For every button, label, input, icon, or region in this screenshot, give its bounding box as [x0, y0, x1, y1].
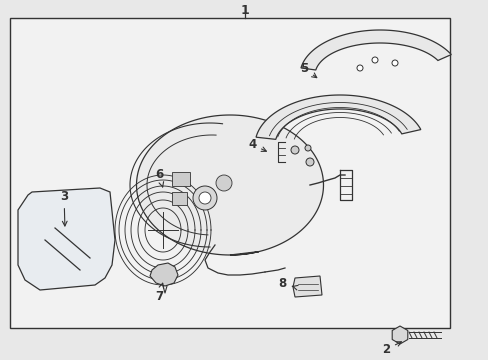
Circle shape	[371, 57, 377, 63]
Circle shape	[216, 175, 231, 191]
Polygon shape	[150, 263, 178, 286]
Text: 8: 8	[278, 277, 298, 290]
Circle shape	[356, 65, 362, 71]
Text: 5: 5	[299, 62, 316, 78]
Circle shape	[391, 60, 397, 66]
Text: 4: 4	[247, 138, 266, 151]
Bar	[172, 172, 190, 186]
Circle shape	[305, 158, 313, 166]
Text: 7: 7	[155, 283, 163, 303]
Polygon shape	[391, 326, 407, 344]
Text: 1: 1	[240, 4, 249, 17]
Polygon shape	[18, 188, 115, 290]
Bar	[10, 18, 449, 328]
Text: 2: 2	[381, 342, 401, 356]
Circle shape	[193, 186, 217, 210]
Circle shape	[290, 146, 298, 154]
Text: 3: 3	[60, 190, 68, 226]
Circle shape	[199, 192, 210, 204]
Circle shape	[305, 145, 310, 151]
Bar	[172, 192, 186, 205]
Polygon shape	[292, 276, 321, 297]
Text: 6: 6	[155, 168, 163, 187]
Polygon shape	[256, 95, 420, 139]
Polygon shape	[136, 115, 323, 255]
Polygon shape	[301, 30, 450, 70]
